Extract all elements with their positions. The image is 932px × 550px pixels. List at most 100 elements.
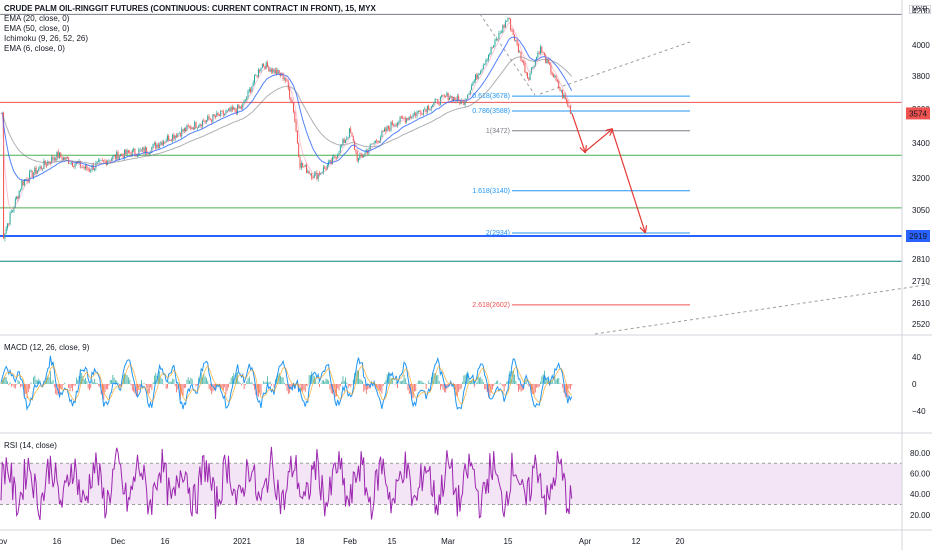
macd-histogram-bar (241, 384, 242, 386)
candle-body (333, 156, 335, 158)
macd-histogram-bar (181, 384, 183, 395)
candle-body (88, 169, 90, 171)
macd-pane[interactable] (0, 355, 573, 411)
macd-histogram-bar (55, 384, 57, 394)
candle-body (360, 154, 362, 157)
candle-body (494, 39, 496, 46)
candle-body (199, 124, 201, 126)
candle-body (442, 95, 444, 96)
candle-body (504, 21, 506, 28)
candle-body (477, 74, 479, 79)
candle-body (298, 143, 300, 158)
candle-body (116, 151, 118, 159)
macd-histogram-bar (124, 373, 125, 384)
macd-histogram-bar (148, 384, 150, 394)
macd-histogram-bar (8, 384, 10, 386)
candle-body (491, 47, 493, 48)
candle-body (542, 52, 544, 53)
macd-histogram-bar (345, 377, 346, 384)
macd-histogram-bar (499, 382, 501, 384)
candle-body (277, 70, 279, 74)
macd-histogram-bar (429, 383, 431, 384)
candle-body (551, 72, 553, 75)
candle-body (311, 173, 313, 178)
candle-body (59, 153, 60, 159)
fib-level-label: 2(2934) (486, 230, 510, 237)
macd-histogram-bar (133, 384, 135, 392)
candle-body (538, 52, 540, 54)
macd-histogram-bar (125, 374, 127, 384)
indicator-ema20[interactable]: EMA (20, close, 0) (4, 14, 70, 23)
macd-histogram-bar (141, 380, 142, 384)
macd-histogram-bar (443, 384, 445, 393)
candle-body (421, 114, 423, 115)
candle-body (568, 106, 570, 107)
candle-body (324, 167, 326, 169)
macd-histogram-bar (207, 380, 209, 384)
rsi-tick-label: 80.00 (910, 449, 931, 458)
macd-histogram-bar (246, 381, 248, 384)
candle-body (486, 59, 488, 61)
candle-body (157, 144, 159, 148)
macd-histogram-bar (113, 377, 115, 384)
candle-body (367, 150, 369, 154)
price-pane[interactable]: 0.618(3678) 0.786(3588) 1(3472) 1.618(3140)… (0, 13, 932, 335)
macd-histogram-bar (485, 384, 487, 390)
candle-body (433, 102, 435, 105)
rsi-title[interactable]: RSI (14, close) (4, 441, 57, 450)
candle-body (316, 172, 318, 179)
time-tick-label: Apr (579, 537, 592, 546)
macd-histogram-bar (403, 374, 405, 384)
price-badge (906, 107, 930, 120)
macd-histogram-bar (170, 381, 172, 384)
candle-body (536, 56, 538, 60)
candle-body (489, 53, 491, 56)
indicator-ema50[interactable]: EMA (50, close, 0) (4, 24, 70, 33)
macd-histogram-bar (408, 384, 410, 394)
macd-histogram-bar (284, 383, 285, 384)
rsi-pane[interactable] (0, 446, 902, 521)
candle-body (38, 168, 40, 171)
candle-body (250, 89, 252, 92)
chart-legend: CRUDE PALM OIL-RINGGIT FUTURES (CONTINUO… (4, 4, 376, 54)
candle-body (130, 153, 132, 157)
candle-body (555, 75, 557, 81)
macd-histogram-bar (381, 384, 383, 394)
candle-body (101, 159, 103, 161)
candle-body (189, 126, 190, 128)
currency-badge[interactable]: MYR (909, 5, 931, 14)
macd-histogram-bar (507, 380, 509, 384)
candle-body (468, 94, 470, 95)
candle-body (351, 132, 353, 136)
macd-histogram-bar (562, 384, 564, 388)
ema-6-line (0, 21, 573, 210)
macd-histogram-bar (479, 377, 480, 384)
candle-body (34, 167, 36, 174)
candle-body (112, 156, 114, 160)
macd-histogram-bar (102, 384, 103, 395)
indicator-ema6[interactable]: EMA (6, close, 0) (4, 44, 65, 53)
macd-histogram-bar (519, 384, 521, 390)
macd-title[interactable]: MACD (12, 26, close, 9) (4, 343, 90, 352)
macd-histogram-bar (417, 380, 419, 384)
macd-histogram-bar (95, 382, 97, 384)
candle-body (549, 62, 551, 65)
candle-body (8, 223, 10, 225)
rsi-tick-label: 60.00 (910, 470, 931, 479)
indicator-ichimoku[interactable]: Ichimoku (9, 26, 52, 26) (4, 34, 89, 43)
candle-body (295, 121, 297, 132)
candle-body (117, 151, 119, 160)
macd-histogram-bar (484, 384, 486, 389)
candle-body (376, 140, 378, 142)
macd-histogram-bar (235, 373, 237, 384)
candle-body (261, 63, 263, 69)
candle-body (299, 157, 301, 168)
candle-body (495, 38, 497, 40)
candle-body (524, 62, 526, 73)
candle-body (339, 145, 341, 154)
macd-histogram-bar (349, 384, 350, 386)
candle-body (485, 60, 487, 65)
macd-histogram-bar (277, 374, 279, 384)
